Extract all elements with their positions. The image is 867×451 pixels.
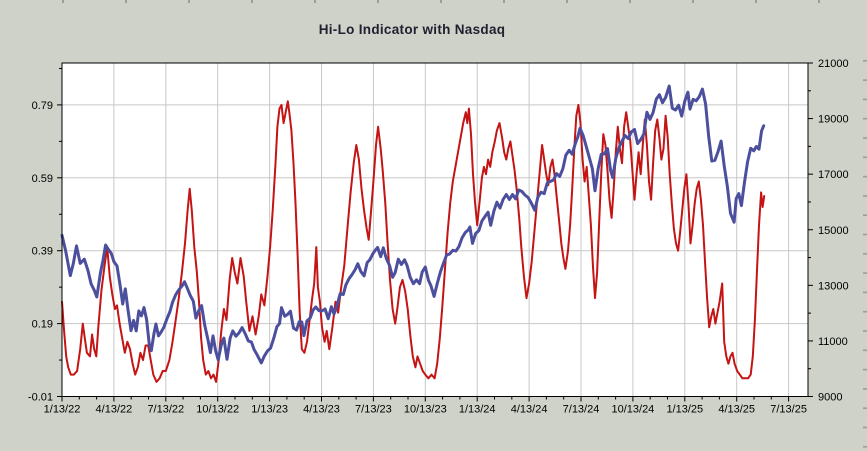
plot-frame [61,62,809,397]
ruler-mark-right [863,117,867,120]
ruler-mark-right [863,60,867,62]
left-tick-label: 0.79 [32,100,53,112]
ruler-mark-top [503,0,505,3]
ruler-mark-right [863,407,867,409]
x-tick-label: 4/13/23 [303,404,340,416]
right-tick-label: 15000 [818,225,849,237]
ruler-mark-top [377,0,379,3]
x-tick-label: 1/13/22 [44,404,81,416]
chart-title: Hi-Lo Indicator with Nasdaq [318,22,506,37]
right-tick-label: 17000 [818,169,849,181]
left-tick-label: -0.01 [28,392,53,404]
ruler-mark-top [314,0,316,3]
ruler-mark-top [629,0,631,3]
x-tick-label: 10/13/22 [196,404,239,416]
ruler-mark-top [818,0,820,3]
ruler-mark-right [863,368,867,371]
ruler-mark-top [125,0,127,3]
ruler-mark-right [863,79,867,81]
ruler-mark-top [188,0,190,3]
ruler-mark-right [863,98,867,101]
x-tick-label: 1/13/25 [666,404,703,416]
ruler-mark-right [863,156,867,159]
ruler-mark-right [863,310,867,313]
ruler-mark-top [566,0,568,3]
x-tick-label: 10/13/24 [611,404,654,416]
x-tick-label: 7/13/23 [355,404,392,416]
x-tick-label: 1/13/24 [459,404,496,416]
x-tick-label: 7/13/22 [147,404,184,416]
ruler-mark-right [863,137,867,139]
x-tick-label: 7/13/25 [770,404,807,416]
plot-area [62,63,808,397]
left-tick-label: 0.39 [32,246,53,258]
right-tick-label: 11000 [818,336,848,348]
ruler-mark-right [863,349,867,352]
ruler-mark-top [62,0,64,3]
ruler-mark-right [863,175,867,178]
right-tick-label: 21000 [818,58,849,70]
x-tick-label: 4/13/24 [511,404,548,416]
x-tick-label: 4/13/25 [718,404,755,416]
ruler-mark-top [692,0,694,3]
ruler-mark-right [863,426,867,429]
nasdaq-line [60,84,766,365]
ruler-mark-right [863,253,867,255]
ruler-mark-right [863,272,867,274]
x-tick-label: 4/13/22 [96,404,133,416]
right-tick-label: 13000 [818,280,849,292]
ruler-mark-top [440,0,442,3]
left-tick-label: 0.59 [32,173,53,185]
ruler-mark-right [863,291,867,294]
ruler-mark-right [863,446,867,448]
ruler-mark-right [863,195,867,197]
hi-lo-indicator-line [61,100,766,383]
right-tick-label: 9000 [818,392,842,404]
ruler-mark-top [755,0,757,3]
x-tick-label: 10/13/23 [404,404,447,416]
ruler-mark-right [863,330,867,332]
ruler-mark-right [863,388,867,390]
x-tick-label: 1/13/23 [251,404,288,416]
left-tick-label: 0.19 [32,319,53,331]
ruler-mark-top [251,0,253,3]
ruler-mark-right [863,214,867,216]
ruler-mark-right [863,233,867,236]
right-tick-label: 19000 [818,114,849,126]
x-tick-label: 7/13/24 [563,404,600,416]
